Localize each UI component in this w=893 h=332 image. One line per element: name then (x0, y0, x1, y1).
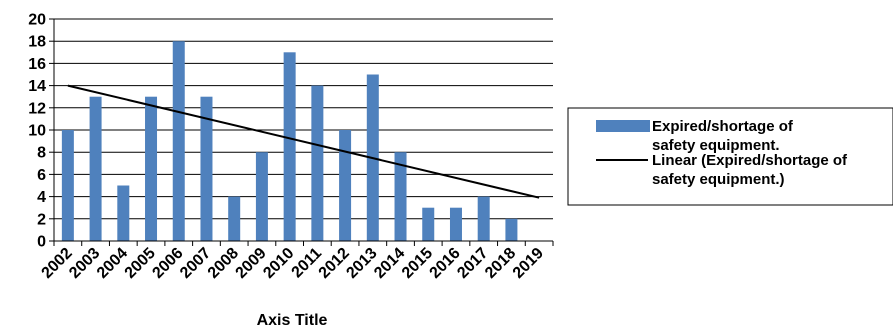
bar (228, 196, 241, 241)
bar (255, 152, 268, 241)
x-tick-label: 2015 (399, 245, 436, 282)
x-tick-label: 2010 (260, 245, 297, 282)
bar (145, 96, 158, 241)
x-tick-label: 2014 (371, 245, 408, 282)
bar (61, 130, 74, 241)
trendline (67, 84, 540, 199)
x-tick-label: 2017 (454, 245, 491, 282)
x-tick-label: 2003 (66, 245, 103, 282)
bar (311, 85, 324, 241)
y-tick-label: 16 (28, 56, 46, 73)
x-tick-label: 2007 (177, 245, 214, 282)
y-tick-label: 10 (28, 123, 46, 140)
trendline-path (67, 84, 540, 199)
bar (339, 130, 352, 241)
x-tick-label: 2018 (482, 245, 519, 282)
bar (172, 41, 185, 242)
x-tick-label: 2013 (343, 245, 380, 282)
legend: Expired/shortage of safety equipment.Line… (567, 107, 893, 206)
legend-label-series: Expired/shortage of safety equipment. (652, 118, 794, 154)
y-tick-label: 20 (28, 12, 46, 29)
x-tick-label: 2009 (233, 245, 270, 282)
gridlines (54, 18, 553, 220)
x-tick-label: 2012 (316, 245, 353, 282)
bar (422, 207, 435, 241)
legend-swatch-bar (596, 120, 650, 132)
y-tick-label: 0 (37, 234, 46, 251)
x-axis-title: Axis Title (257, 312, 328, 329)
y-tick-label: 14 (28, 78, 46, 95)
x-tick-label: 2005 (122, 245, 159, 282)
bar (505, 218, 518, 241)
y-axis-tick-labels: 0 2 4 6 8 10 12 14 16 18 20 (28, 12, 46, 251)
y-tick-label: 18 (28, 34, 46, 51)
x-tick-label: 2006 (149, 245, 186, 282)
y-tick-label: 4 (37, 189, 46, 206)
x-tick-label: 2004 (94, 245, 131, 282)
y-tick-label: 2 (37, 211, 46, 228)
y-tick-label: 12 (28, 100, 46, 117)
bar (89, 96, 102, 241)
bar (477, 196, 490, 241)
x-axis-tick-labels: 2002200320042005200620072008200920102011… (39, 245, 548, 282)
x-tick-label: 2016 (427, 245, 464, 282)
bar (117, 185, 130, 241)
y-tick-label: 6 (37, 167, 46, 184)
axes (49, 18, 554, 246)
y-tick-label: 8 (37, 145, 46, 162)
x-tick-label: 2011 (289, 245, 326, 282)
bar-series (61, 41, 518, 242)
x-tick-label: 2008 (205, 245, 242, 282)
bar (394, 152, 407, 241)
bar (449, 207, 462, 241)
bar (200, 96, 213, 241)
bar (283, 52, 296, 241)
x-tick-label: 2019 (510, 245, 547, 282)
legend-label-trendline: Linear (Expired/shortage of safety equipm… (652, 152, 848, 188)
